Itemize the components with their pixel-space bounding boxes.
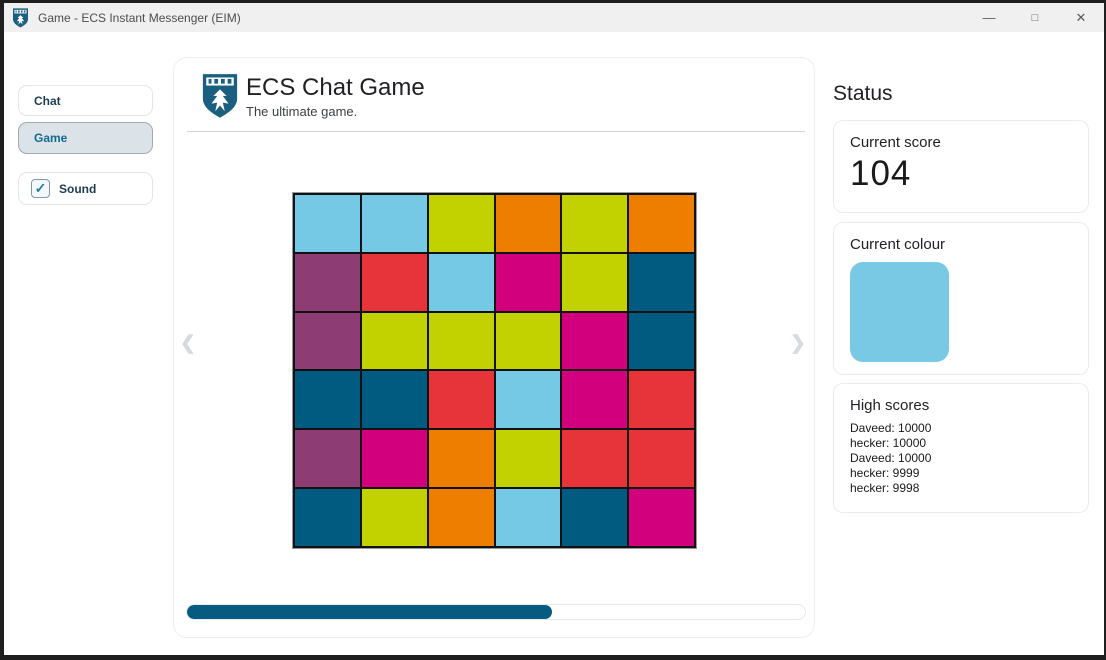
grid-cell-orange[interactable] (495, 195, 561, 252)
game-header: ECS Chat Game The ultimate game. (201, 73, 425, 119)
grid-cell-purple[interactable] (295, 312, 360, 370)
grid-cell-sky[interactable] (495, 489, 561, 546)
grid-cell-red[interactable] (562, 430, 628, 488)
grid-cell-lime[interactable] (495, 312, 561, 370)
progress-fill (187, 605, 552, 619)
titlebar: Game - ECS Instant Messenger (EIM) — □ ✕ (4, 3, 1104, 32)
grid-cell-orange[interactable] (428, 430, 494, 488)
checkmark-icon: ✓ (34, 180, 47, 196)
grid-cell-navy[interactable] (629, 312, 694, 370)
grid-cell-sky[interactable] (361, 195, 427, 252)
window-title: Game - ECS Instant Messenger (EIM) (38, 10, 241, 25)
grid-cell-magenta[interactable] (562, 312, 628, 370)
sound-checkbox[interactable]: ✓ (31, 179, 50, 198)
high-score-entry: hecker: 10000 (850, 436, 927, 450)
grid-cell-magenta[interactable] (495, 253, 561, 311)
high-score-entry: hecker: 9999 (850, 466, 920, 480)
high-score-entry: Daveed: 10000 (850, 451, 932, 465)
high-scores-card: High scores Daveed: 10000 hecker: 10000 Da… (833, 383, 1089, 513)
sidebar-tab-game[interactable]: Game (18, 122, 153, 154)
current-colour-card: Current colour (833, 222, 1089, 375)
game-grid (292, 192, 697, 549)
grid-cell-navy[interactable] (361, 371, 427, 429)
app-shield-icon (13, 7, 28, 28)
sound-toggle[interactable]: ✓ Sound (18, 172, 153, 205)
current-score-value: 104 (850, 154, 912, 193)
grid-cell-magenta[interactable] (629, 489, 694, 546)
grid-cell-navy[interactable] (295, 371, 360, 429)
grid-cell-lime[interactable] (361, 312, 427, 370)
grid-cell-red[interactable] (629, 371, 694, 429)
grid-cell-orange[interactable] (428, 489, 494, 546)
grid-cell-red[interactable] (361, 253, 427, 311)
current-colour-label: Current colour (850, 236, 946, 253)
grid-cell-purple[interactable] (295, 430, 360, 488)
game-panel: ECS Chat Game The ultimate game. ❮ ❯ (173, 57, 815, 638)
high-score-entry: hecker: 9998 (850, 481, 920, 495)
grid-cell-navy[interactable] (562, 489, 628, 546)
current-score-card: Current score 104 (833, 120, 1089, 213)
prev-board-button[interactable]: ❮ (176, 328, 200, 358)
status-heading: Status (833, 82, 893, 105)
grid-cell-navy[interactable] (295, 489, 360, 546)
ecs-logo-icon (202, 74, 238, 118)
grid-cell-magenta[interactable] (361, 430, 427, 488)
grid-cell-sky[interactable] (428, 253, 494, 311)
current-colour-swatch (850, 262, 949, 362)
progress-bar (186, 604, 806, 620)
game-subtitle: The ultimate game. (246, 104, 358, 119)
chat-tab-label: Chat (34, 93, 61, 108)
window-controls: — □ ✕ (966, 3, 1104, 32)
grid-cell-lime[interactable] (428, 312, 494, 370)
grid-cell-sky[interactable] (495, 371, 561, 429)
grid-cell-lime[interactable] (428, 195, 494, 252)
high-scores-list: Daveed: 10000 hecker: 10000 Daveed: 10000 h… (850, 421, 1072, 496)
game-tab-label: Game (34, 131, 68, 145)
chevron-right-icon: ❯ (790, 332, 806, 354)
sound-label: Sound (59, 181, 97, 196)
app-window: Game - ECS Instant Messenger (EIM) — □ ✕… (4, 3, 1104, 655)
grid-cell-lime[interactable] (495, 430, 561, 488)
grid-cell-red[interactable] (629, 430, 694, 488)
current-score-label: Current score (850, 134, 941, 151)
grid-cell-magenta[interactable] (562, 371, 628, 429)
grid-cell-sky[interactable] (295, 195, 360, 252)
grid-cell-orange[interactable] (629, 195, 694, 252)
grid-cell-purple[interactable] (295, 253, 360, 311)
content-area: Chat Game ✓ Sound ECS Chat Game The ulti… (4, 32, 1104, 655)
header-divider (187, 131, 805, 132)
grid-cell-lime[interactable] (562, 195, 628, 252)
next-board-button[interactable]: ❯ (786, 328, 810, 358)
grid-cell-lime[interactable] (562, 253, 628, 311)
close-button[interactable]: ✕ (1075, 9, 1087, 25)
game-title: ECS Chat Game (246, 74, 425, 101)
maximize-button[interactable]: □ (1031, 11, 1039, 24)
high-score-entry: Daveed: 10000 (850, 421, 932, 435)
grid-cell-lime[interactable] (361, 489, 427, 546)
chevron-left-icon: ❮ (180, 332, 196, 354)
high-scores-label: High scores (850, 397, 930, 414)
sidebar-tab-chat[interactable]: Chat (18, 85, 153, 116)
minimize-button[interactable]: — (982, 10, 996, 25)
grid-cell-navy[interactable] (629, 253, 694, 311)
grid-cell-red[interactable] (428, 371, 494, 429)
